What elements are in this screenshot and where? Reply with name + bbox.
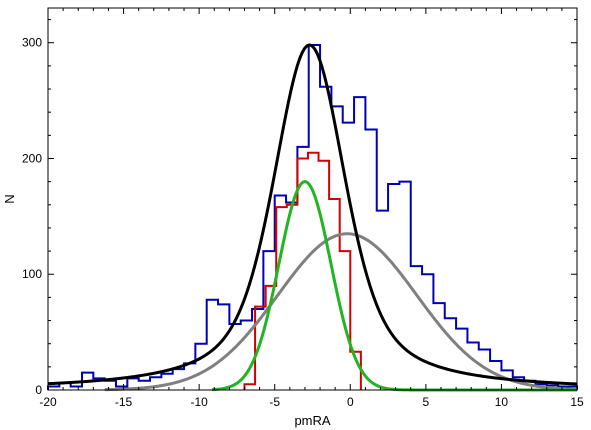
x-tick-label: -15 <box>115 395 133 409</box>
x-axis-label: pmRA <box>294 413 330 428</box>
x-tick-label: -10 <box>190 395 208 409</box>
y-tick-label: 200 <box>22 151 42 165</box>
y-tick-label: 100 <box>22 267 42 281</box>
y-tick-label: 0 <box>35 383 42 397</box>
series-layer <box>47 43 578 392</box>
ticks-layer: -20 -15 -10 -5 0 5 10 15 0 100 200 300 <box>22 8 584 409</box>
fit-curve-3 <box>104 232 578 392</box>
x-tick-label: 10 <box>495 395 509 409</box>
histogram-series-2 <box>243 151 362 390</box>
y-axis-label: N <box>2 194 17 203</box>
fit-curve-1 <box>47 43 578 386</box>
x-tick-label: -5 <box>269 395 280 409</box>
x-tick-label: -20 <box>39 395 57 409</box>
plot-frame <box>47 7 578 391</box>
x-tick-label: 15 <box>570 395 584 409</box>
y-tick-label: 300 <box>22 36 42 50</box>
x-tick-label: 0 <box>347 395 354 409</box>
x-tick-label: 5 <box>423 395 430 409</box>
histogram-series-1 <box>47 44 578 390</box>
